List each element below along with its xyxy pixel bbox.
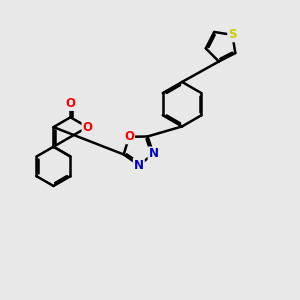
Text: O: O: [65, 97, 76, 110]
Text: O: O: [124, 130, 134, 143]
Text: N: N: [148, 147, 159, 161]
Text: N: N: [134, 158, 144, 172]
Text: O: O: [82, 121, 92, 134]
Text: S: S: [228, 28, 237, 41]
